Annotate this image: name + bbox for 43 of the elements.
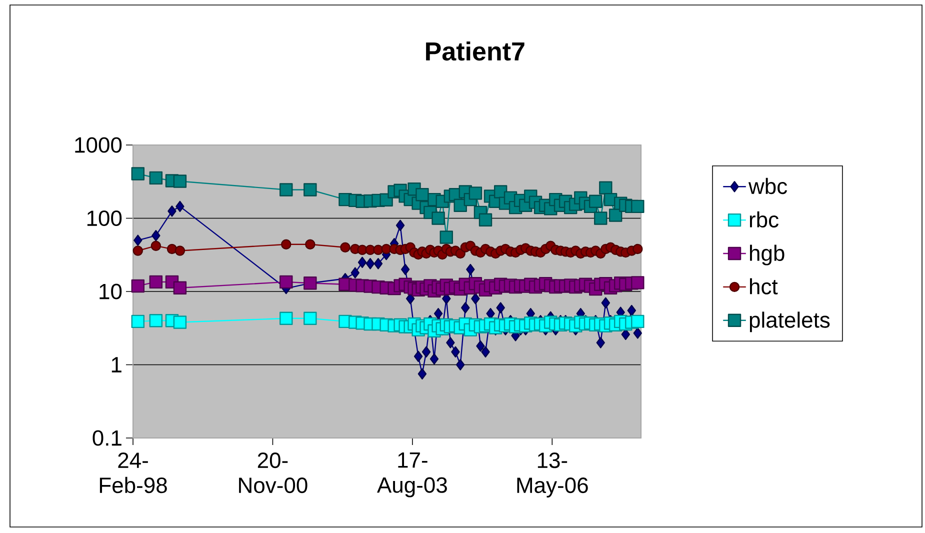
- point: [176, 200, 184, 212]
- legend-label: rbc: [750, 211, 778, 228]
- y-tick-label: 100: [87, 210, 122, 226]
- point: [350, 267, 360, 278]
- point: [496, 302, 505, 314]
- point: [601, 297, 610, 308]
- legend-label: platelets: [750, 312, 830, 332]
- point: [446, 337, 455, 348]
- point: [374, 258, 383, 270]
- point: [434, 308, 443, 320]
- point: [456, 359, 465, 370]
- chart-title: Patient7: [426, 42, 524, 61]
- point: [471, 292, 480, 304]
- point: [476, 340, 485, 352]
- y-tick-label: 1000: [75, 137, 122, 153]
- point: [596, 337, 605, 348]
- y-tick-label: 1: [112, 357, 122, 372]
- point: [152, 230, 160, 242]
- point: [430, 353, 439, 365]
- x-tick-label: 24-Feb-98: [100, 452, 167, 494]
- point: [358, 256, 367, 268]
- point: [466, 264, 475, 276]
- x-tick-label: 20-Nov-00: [239, 452, 308, 494]
- point: [134, 234, 142, 246]
- point: [168, 206, 176, 217]
- legend-label: hgb: [750, 244, 784, 266]
- y-tick-label: 0.1: [92, 430, 122, 446]
- legend-label: hct: [750, 278, 778, 294]
- point: [461, 302, 470, 314]
- point: [418, 368, 427, 380]
- point: [481, 346, 490, 358]
- point: [451, 346, 460, 358]
- x-tick-label: 13-May-06: [517, 452, 588, 498]
- point: [627, 304, 636, 316]
- point: [633, 328, 642, 339]
- legend-label: wbc: [748, 178, 788, 194]
- point: [396, 220, 405, 231]
- y-tick-label: 10: [100, 284, 122, 300]
- x-tick-label: 17-Aug-03: [377, 452, 447, 498]
- point: [400, 264, 410, 276]
- point: [366, 258, 375, 270]
- point: [414, 350, 423, 362]
- point: [422, 346, 431, 358]
